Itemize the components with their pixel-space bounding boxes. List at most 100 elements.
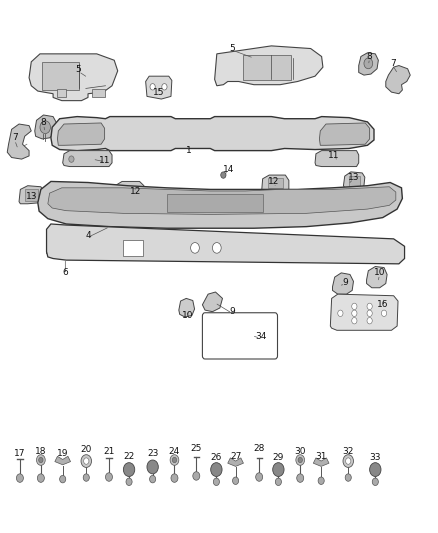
Circle shape [81, 455, 92, 467]
Bar [349, 176, 360, 185]
Text: 21: 21 [103, 447, 115, 456]
Bar [123, 240, 143, 256]
Circle shape [212, 243, 221, 253]
Text: 29: 29 [273, 454, 284, 463]
Polygon shape [57, 123, 105, 146]
Polygon shape [315, 151, 359, 166]
Text: 16: 16 [378, 300, 389, 309]
Text: 24: 24 [169, 447, 180, 456]
Circle shape [171, 474, 178, 482]
Circle shape [150, 475, 155, 483]
Polygon shape [332, 273, 353, 294]
Text: 12: 12 [130, 187, 141, 196]
Bar [268, 178, 283, 188]
Text: 28: 28 [254, 444, 265, 453]
Circle shape [170, 455, 179, 465]
Polygon shape [386, 66, 410, 94]
Text: 15: 15 [153, 87, 165, 96]
FancyBboxPatch shape [202, 313, 278, 359]
Circle shape [106, 473, 113, 481]
Text: 20: 20 [81, 446, 92, 455]
Text: 6: 6 [63, 269, 68, 277]
Polygon shape [48, 187, 396, 214]
Circle shape [37, 474, 44, 482]
Polygon shape [19, 185, 43, 204]
Text: 31: 31 [315, 453, 327, 462]
Text: 9: 9 [229, 307, 235, 316]
Polygon shape [7, 124, 31, 159]
Circle shape [36, 455, 45, 465]
Bar [25, 189, 38, 200]
Text: 5: 5 [75, 66, 81, 74]
Text: 17: 17 [14, 449, 26, 458]
Circle shape [16, 474, 23, 482]
Text: 13: 13 [348, 173, 359, 182]
Circle shape [296, 455, 304, 465]
Polygon shape [313, 458, 329, 466]
Text: 7: 7 [390, 59, 396, 68]
Text: 26: 26 [211, 454, 222, 463]
Circle shape [346, 458, 351, 464]
Circle shape [338, 310, 343, 317]
Polygon shape [46, 224, 405, 264]
Circle shape [69, 156, 74, 163]
Text: 8: 8 [367, 52, 372, 61]
Text: 4: 4 [85, 231, 91, 240]
Polygon shape [113, 181, 144, 201]
Text: 30: 30 [294, 447, 306, 456]
Circle shape [150, 84, 155, 90]
Polygon shape [179, 298, 194, 317]
Circle shape [191, 243, 199, 253]
Text: 13: 13 [26, 192, 38, 201]
Polygon shape [55, 456, 71, 465]
Bar [57, 89, 66, 98]
Polygon shape [343, 172, 365, 190]
Circle shape [273, 463, 284, 477]
Text: 23: 23 [147, 449, 158, 458]
Polygon shape [228, 458, 244, 466]
Circle shape [367, 318, 372, 324]
Bar [42, 62, 79, 90]
Circle shape [370, 463, 381, 477]
Circle shape [221, 172, 226, 178]
Text: 10: 10 [182, 311, 193, 320]
Circle shape [381, 310, 387, 317]
Text: 9: 9 [343, 278, 349, 287]
Circle shape [364, 58, 373, 69]
Polygon shape [330, 294, 398, 330]
Circle shape [60, 475, 66, 483]
Polygon shape [215, 46, 323, 86]
Text: 19: 19 [57, 449, 68, 458]
Text: 32: 32 [343, 447, 354, 456]
Circle shape [345, 474, 351, 481]
Circle shape [343, 455, 353, 467]
Circle shape [297, 474, 304, 482]
Circle shape [124, 463, 135, 477]
Circle shape [367, 310, 372, 317]
Text: 33: 33 [370, 454, 381, 463]
Polygon shape [367, 266, 387, 288]
Text: 12: 12 [268, 177, 279, 186]
Circle shape [318, 477, 324, 484]
Polygon shape [38, 181, 403, 228]
Polygon shape [319, 123, 370, 146]
Circle shape [352, 310, 357, 317]
Circle shape [172, 457, 177, 463]
Circle shape [193, 472, 200, 480]
Text: 5: 5 [229, 44, 235, 53]
Circle shape [352, 318, 357, 324]
Text: 25: 25 [191, 444, 202, 453]
Polygon shape [46, 230, 71, 257]
Polygon shape [262, 175, 289, 193]
Circle shape [162, 84, 167, 90]
Polygon shape [63, 151, 112, 166]
Text: 22: 22 [124, 453, 134, 462]
Circle shape [84, 458, 89, 464]
Text: 10: 10 [374, 269, 385, 277]
Circle shape [213, 478, 219, 486]
Bar [92, 89, 105, 98]
Circle shape [211, 463, 222, 477]
Text: 11: 11 [99, 156, 110, 165]
Text: 1: 1 [186, 146, 191, 155]
Text: 14: 14 [223, 165, 234, 174]
